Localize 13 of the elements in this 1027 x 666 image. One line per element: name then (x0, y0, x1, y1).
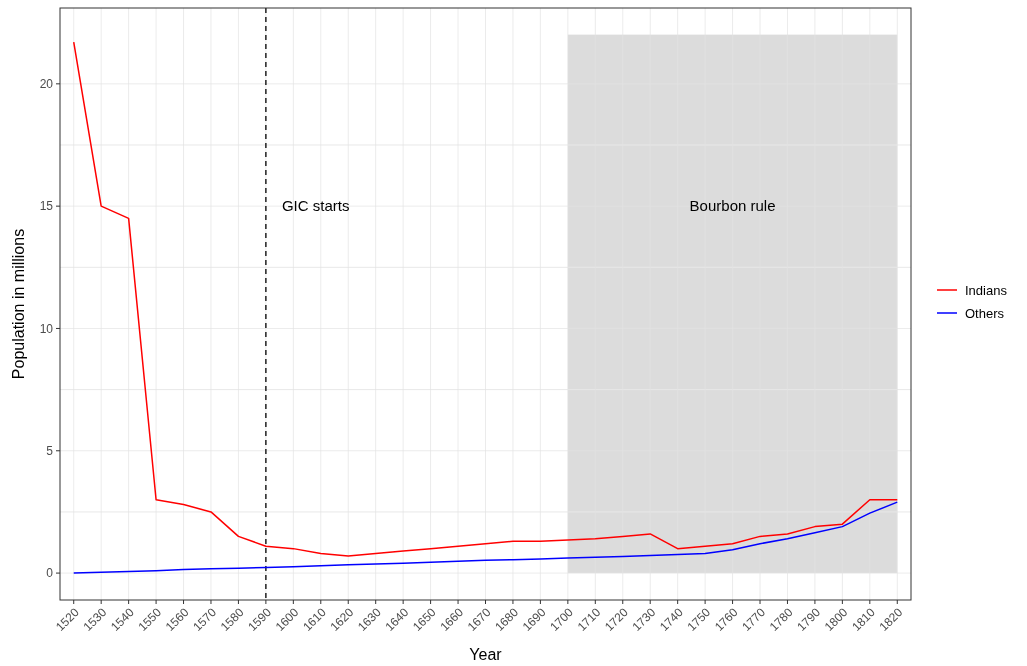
legend-label: Indians (965, 282, 1008, 298)
ref-line-label: GIC starts (281, 197, 350, 215)
y-tick-label: 10 (39, 321, 54, 336)
legend-label: Others (965, 305, 1005, 321)
y-tick-label: 15 (39, 199, 54, 214)
y-tick-label: 5 (46, 443, 54, 458)
line-series (72, 501, 899, 574)
y-tick-label: 0 (46, 566, 54, 581)
y-axis-title: Population in millions (10, 228, 27, 380)
x-axis-title: Year (469, 646, 503, 663)
y-tick-label: 20 (39, 77, 54, 92)
line-series (72, 41, 899, 557)
band-label: Bourbon rule (689, 197, 776, 215)
